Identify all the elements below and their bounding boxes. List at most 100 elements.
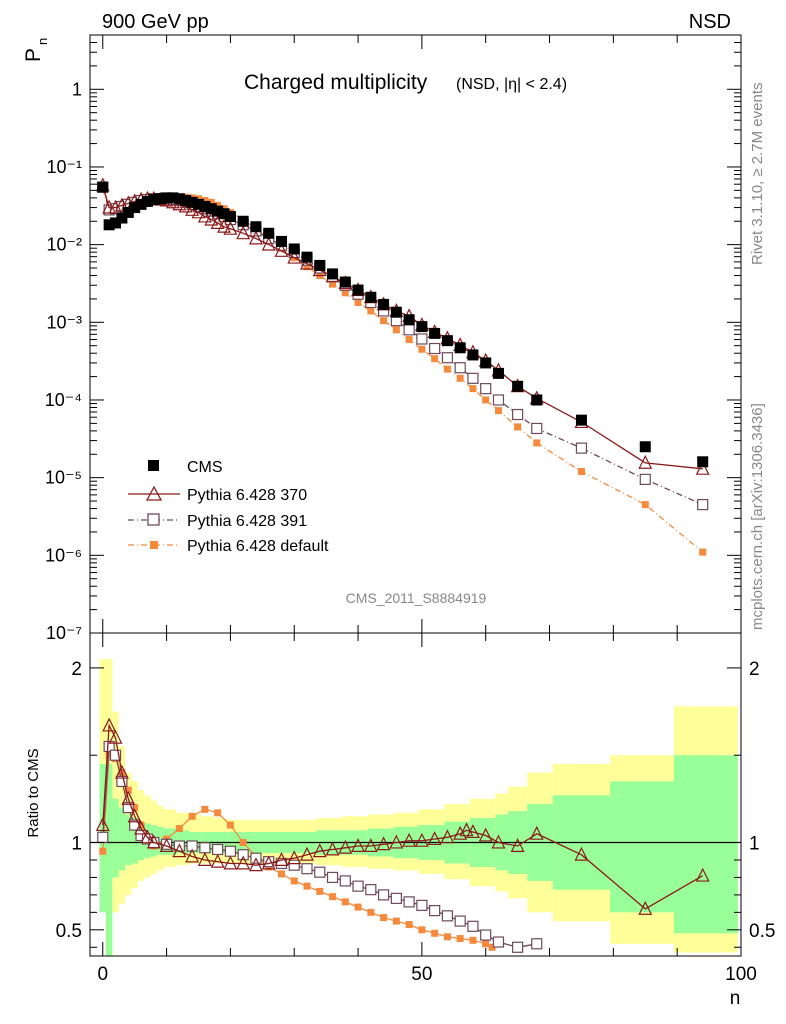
data-point-cms xyxy=(429,327,441,339)
data-point-cms xyxy=(314,259,326,271)
ratio-point-p370 xyxy=(236,855,251,870)
data-point-pdef xyxy=(405,336,413,344)
data-point-p391 xyxy=(512,408,524,421)
ratio-frame xyxy=(89,632,742,957)
x-tick-label: 50 xyxy=(411,964,432,985)
uncertainty-band-yellow xyxy=(99,659,106,860)
ratio-point-p370 xyxy=(638,900,653,915)
data-point-cms xyxy=(416,321,428,333)
y-tick-label: 10⁻² xyxy=(46,235,82,255)
data-point-p391 xyxy=(441,352,454,364)
x-tick-label: 100 xyxy=(725,964,757,985)
ratio-point-pdef xyxy=(124,786,132,794)
data-point-cms xyxy=(288,243,300,255)
data-point-pdef xyxy=(431,355,439,363)
ratio-y-tick-label-right: 1 xyxy=(749,834,760,855)
data-point-p370 xyxy=(300,255,314,270)
ratio-point-p370 xyxy=(491,834,506,849)
ratio-point-pdef xyxy=(201,805,209,813)
data-point-cms xyxy=(263,227,275,239)
ratio-point-pdef xyxy=(456,935,464,943)
data-point-pdef xyxy=(367,307,375,315)
ratio-line-p370 xyxy=(102,723,704,910)
legend-marker-p370 xyxy=(145,485,163,501)
ratio-point-p370 xyxy=(134,820,149,835)
ratio-point-p370 xyxy=(223,855,238,870)
data-point-p370 xyxy=(248,230,263,245)
ratio-point-pdef xyxy=(188,812,196,820)
data-point-p391 xyxy=(416,333,428,345)
ratio-point-pdef xyxy=(482,940,490,948)
ratio-point-p391 xyxy=(103,740,115,753)
data-point-p391 xyxy=(467,372,479,384)
data-point-cms xyxy=(148,194,160,206)
data-point-p370 xyxy=(695,460,710,475)
data-point-pdef xyxy=(577,468,585,476)
data-point-p370 xyxy=(197,208,212,223)
data-point-cms xyxy=(531,394,543,406)
legend-label-p391: Pythia 6.428 391 xyxy=(187,513,307,530)
ratio-point-p391 xyxy=(377,889,390,901)
ratio-point-p370 xyxy=(363,838,378,853)
data-point-cms xyxy=(250,221,262,233)
ratio-point-p391 xyxy=(467,920,479,932)
chart-title-suffix: (NSD, |η| < 2.4) xyxy=(456,76,567,93)
ratio-y-tick-label-right: 0.5 xyxy=(749,921,775,942)
data-point-p370 xyxy=(287,249,302,264)
ratio-point-p391 xyxy=(441,910,454,922)
ratio-point-p391 xyxy=(263,856,275,868)
data-point-pdef xyxy=(699,548,707,556)
data-point-p391 xyxy=(454,362,466,374)
data-point-cms xyxy=(390,306,402,318)
data-point-cms xyxy=(301,251,313,263)
data-point-pdef xyxy=(214,201,222,209)
legend-marker-cms xyxy=(148,460,159,471)
y-tick-label: 10⁻⁴ xyxy=(45,390,82,410)
uncertainty-band-green xyxy=(673,755,738,934)
data-point-cms xyxy=(441,335,453,347)
ratio-point-p391 xyxy=(116,775,128,788)
data-point-cms xyxy=(161,192,173,204)
data-point-p370 xyxy=(638,454,653,469)
data-point-p391 xyxy=(575,442,588,454)
y-axis-label-sub: n xyxy=(35,38,50,45)
uncertainty-band-green xyxy=(118,807,126,871)
legend-label-p370: Pythia 6.428 370 xyxy=(187,487,307,504)
ratio-point-pdef xyxy=(226,821,234,829)
data-point-pdef xyxy=(482,396,490,404)
data-point-cms xyxy=(103,219,115,231)
data-point-p370 xyxy=(108,199,123,214)
data-point-pdef xyxy=(201,197,209,205)
data-point-p370 xyxy=(210,215,225,229)
ratio-point-p391 xyxy=(237,849,249,861)
data-point-p391 xyxy=(429,342,441,355)
ratio-point-p370 xyxy=(248,857,263,872)
data-point-cms xyxy=(193,198,204,210)
ratio-point-p370 xyxy=(574,846,589,861)
data-point-cms xyxy=(352,284,364,296)
rivet-label: Rivet 3.1.10, ≥ 2.7M events xyxy=(749,83,766,266)
ratio-point-p370 xyxy=(389,834,404,849)
uncertainty-band-green xyxy=(610,781,674,913)
x-axis-label: n xyxy=(730,988,741,1009)
data-point-cms xyxy=(224,211,236,223)
ratio-point-p391 xyxy=(416,899,428,911)
data-point-cms xyxy=(205,203,217,215)
ratio-point-p370 xyxy=(325,841,340,856)
analysis-watermark: CMS_2011_S8884919 xyxy=(346,590,487,606)
ratio-point-pdef xyxy=(380,914,388,922)
uncertainty-band-green xyxy=(157,826,164,855)
ratio-y-tick-label: 1 xyxy=(71,834,82,855)
ratio-point-pdef xyxy=(354,903,362,911)
ratio-point-p370 xyxy=(402,832,417,847)
uncertainty-band-green xyxy=(131,818,138,864)
data-point-pdef xyxy=(392,326,400,334)
data-point-cms xyxy=(141,195,153,207)
ratio-point-pdef xyxy=(277,870,285,878)
ratio-point-p391 xyxy=(531,938,543,950)
header-process: NSD xyxy=(689,11,731,33)
ratio-point-p391 xyxy=(122,801,134,814)
ratio-point-pdef xyxy=(290,877,298,885)
ratio-point-p391 xyxy=(454,915,466,927)
